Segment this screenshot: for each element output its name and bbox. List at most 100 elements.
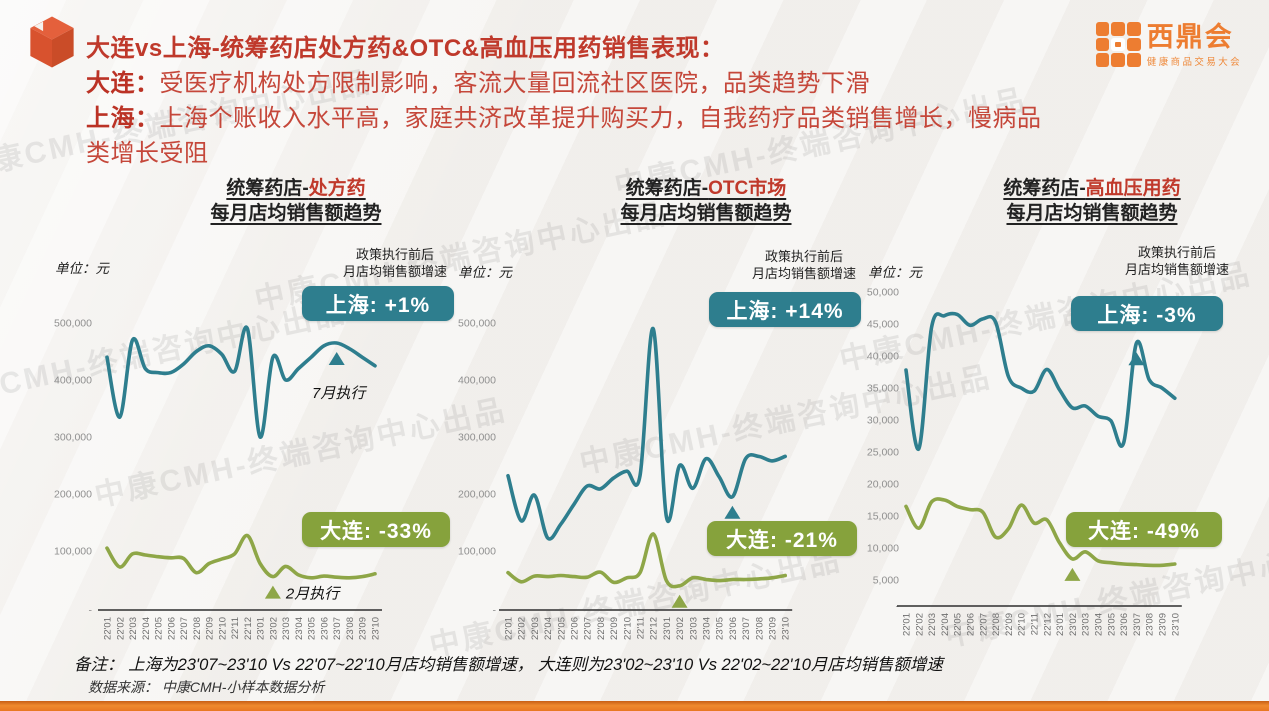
svg-text:23'04: 23'04 (702, 617, 713, 640)
svg-text:22'06: 22'06 (570, 617, 581, 640)
footnote: 备注： 上海为23'07~23'10 Vs 22'07~22'10月店均销售额增… (74, 656, 943, 674)
svg-text:23'05: 23'05 (715, 617, 726, 640)
svg-text:400,000: 400,000 (54, 375, 92, 387)
svg-text:23'07: 23'07 (741, 617, 752, 640)
svg-text:22'04: 22'04 (543, 617, 554, 640)
subtitle-dalian-label: 大连： (86, 70, 160, 97)
page-title: 大连vs上海-统筹药店处方药&OTC&高血压用药销售表现： (86, 35, 725, 62)
brand-logo: 西鼎会 健康商品交易大会 (1095, 22, 1242, 68)
svg-text:100,000: 100,000 (54, 546, 92, 558)
chart-title-prefix: 统筹药店- (226, 178, 309, 199)
svg-text:23'08: 23'08 (345, 617, 356, 640)
svg-text:22'12: 22'12 (649, 617, 660, 640)
line-plot: 50,000 45,000 40,000 35,000 30,000 25,000 20,0… (867, 287, 1182, 636)
svg-text:22'06: 22'06 (966, 613, 977, 636)
svg-text:23'10: 23'10 (1170, 613, 1181, 636)
chart-title-prefix: 统筹药店- (625, 178, 709, 199)
svg-text:23'01: 23'01 (256, 617, 267, 640)
svg-text:22'07: 22'07 (978, 613, 989, 636)
svg-text:22'08: 22'08 (192, 617, 203, 640)
dalian-growth-badge: 大连: -49% (1066, 512, 1222, 547)
policy-note: 政策执行前后 月店均销售额增速 (1124, 245, 1229, 277)
cube-bullet-icon (30, 16, 74, 68)
svg-text:22'08: 22'08 (596, 617, 607, 640)
bottom-accent-bar (0, 701, 1269, 711)
chart-hypertension: 统筹药店-高血压用药 每月店均销售额趋势 单位：元 政策执行前后 月店均销售额增… (862, 172, 1265, 664)
subtitle-shanghai-label: 上海： (86, 105, 160, 132)
svg-text:22'06: 22'06 (166, 617, 177, 640)
svg-text:40,000: 40,000 (867, 351, 899, 363)
svg-text:22'03: 22'03 (128, 617, 139, 640)
svg-text:22'01: 22'01 (902, 613, 913, 636)
svg-text:50,000: 50,000 (867, 287, 899, 299)
svg-text:-: - (89, 605, 93, 617)
svg-text:22'01: 22'01 (504, 617, 515, 640)
svg-text:23'09: 23'09 (358, 617, 369, 640)
shanghai-growth-badge: 上海: +1% (302, 286, 454, 321)
svg-text:22'11: 22'11 (636, 617, 647, 639)
shanghai-growth-badge: 上海: -3% (1071, 296, 1223, 331)
svg-text:35,000: 35,000 (867, 383, 899, 395)
chart-title-line2: 每月店均销售额趋势 (1006, 203, 1178, 224)
svg-text:2月执行: 2月执行 (285, 586, 341, 603)
svg-text:23'05: 23'05 (307, 617, 318, 640)
svg-text:22'05: 22'05 (556, 617, 567, 640)
svg-text:500,000: 500,000 (458, 318, 496, 330)
chart-title-highlight: 高血压用药 (1085, 178, 1181, 199)
svg-text:22'05: 22'05 (953, 613, 964, 636)
svg-text:23'02: 23'02 (1068, 613, 1079, 636)
unit-label: 单位：元 (55, 261, 109, 276)
chart-title-highlight: 处方药 (308, 178, 366, 199)
svg-text:200,000: 200,000 (458, 489, 496, 501)
svg-text:23'02: 23'02 (268, 617, 279, 640)
svg-text:22'09: 22'09 (205, 617, 216, 640)
unit-label: 单位：元 (868, 265, 922, 280)
svg-text:22'12: 22'12 (243, 617, 254, 640)
chart-otc: 统筹药店-OTC市场 每月店均销售额趋势 单位：元 政策执行前后 月店均销售额增… (450, 172, 862, 664)
svg-text:22'12: 22'12 (1042, 613, 1053, 636)
svg-text:22'07: 22'07 (583, 617, 594, 640)
svg-text:23'06: 23'06 (319, 617, 330, 640)
svg-text:22'04: 22'04 (141, 617, 152, 640)
chart-title-line2: 每月店均销售额趋势 (210, 203, 382, 224)
chart-title-line2: 每月店均销售额趋势 (620, 203, 792, 224)
svg-text:300,000: 300,000 (458, 432, 496, 444)
svg-text:30,000: 30,000 (867, 415, 899, 427)
shanghai-growth-badge: 上海: +14% (709, 292, 861, 327)
svg-text:23'08: 23'08 (754, 617, 765, 640)
svg-text:23'01: 23'01 (662, 617, 673, 640)
chart-title-prefix: 统筹药店- (1003, 178, 1086, 199)
svg-text:22'10: 22'10 (622, 617, 633, 640)
svg-text:23'08: 23'08 (1145, 613, 1156, 636)
svg-text:400,000: 400,000 (458, 375, 496, 387)
line-plot: 500,000400,000300,000200,000100,000-22'0… (458, 318, 793, 640)
logo-subtitle: 健康商品交易大会 (1146, 57, 1242, 68)
svg-text:7月执行: 7月执行 (312, 385, 367, 402)
svg-text:15,000: 15,000 (867, 511, 899, 523)
svg-text:23'09: 23'09 (768, 617, 779, 640)
svg-text:23'06: 23'06 (728, 617, 739, 640)
svg-text:22'02: 22'02 (914, 613, 925, 636)
svg-text:23'07: 23'07 (332, 617, 343, 640)
chart-title-highlight: OTC市场 (708, 178, 787, 199)
svg-text:23'04: 23'04 (294, 617, 305, 640)
data-source: 数据来源： 中康CMH-小样本数据分析 (88, 679, 325, 695)
unit-label: 单位：元 (458, 265, 512, 280)
svg-text:22'05: 22'05 (154, 617, 165, 640)
dalian-growth-badge: 大连: -33% (302, 512, 450, 547)
svg-text:23'06: 23'06 (1119, 613, 1130, 636)
svg-text:200,000: 200,000 (54, 489, 92, 501)
svg-text:22'02: 22'02 (517, 617, 528, 640)
svg-text:23'10: 23'10 (371, 617, 382, 640)
svg-text:22'03: 22'03 (927, 613, 938, 636)
svg-text:22'11: 22'11 (1030, 613, 1041, 635)
svg-text:23'01: 23'01 (1055, 613, 1066, 636)
policy-note: 政策执行前后 月店均销售额增速 (751, 249, 856, 281)
chart-title: 统筹药店-高血压用药 每月店均销售额趋势 (972, 176, 1212, 226)
subtitle-dalian-text: 受医疗机构处方限制影响，客流大量回流社区医院，品类趋势下滑 (159, 70, 870, 97)
svg-text:20,000: 20,000 (867, 479, 899, 491)
svg-text:22'09: 22'09 (1004, 613, 1015, 636)
chart-prescription: 统筹药店-处方药 每月店均销售额趋势 单位：元 政策执行前后 月店均销售额增速 … (30, 172, 455, 664)
svg-text:23'03: 23'03 (281, 617, 292, 640)
